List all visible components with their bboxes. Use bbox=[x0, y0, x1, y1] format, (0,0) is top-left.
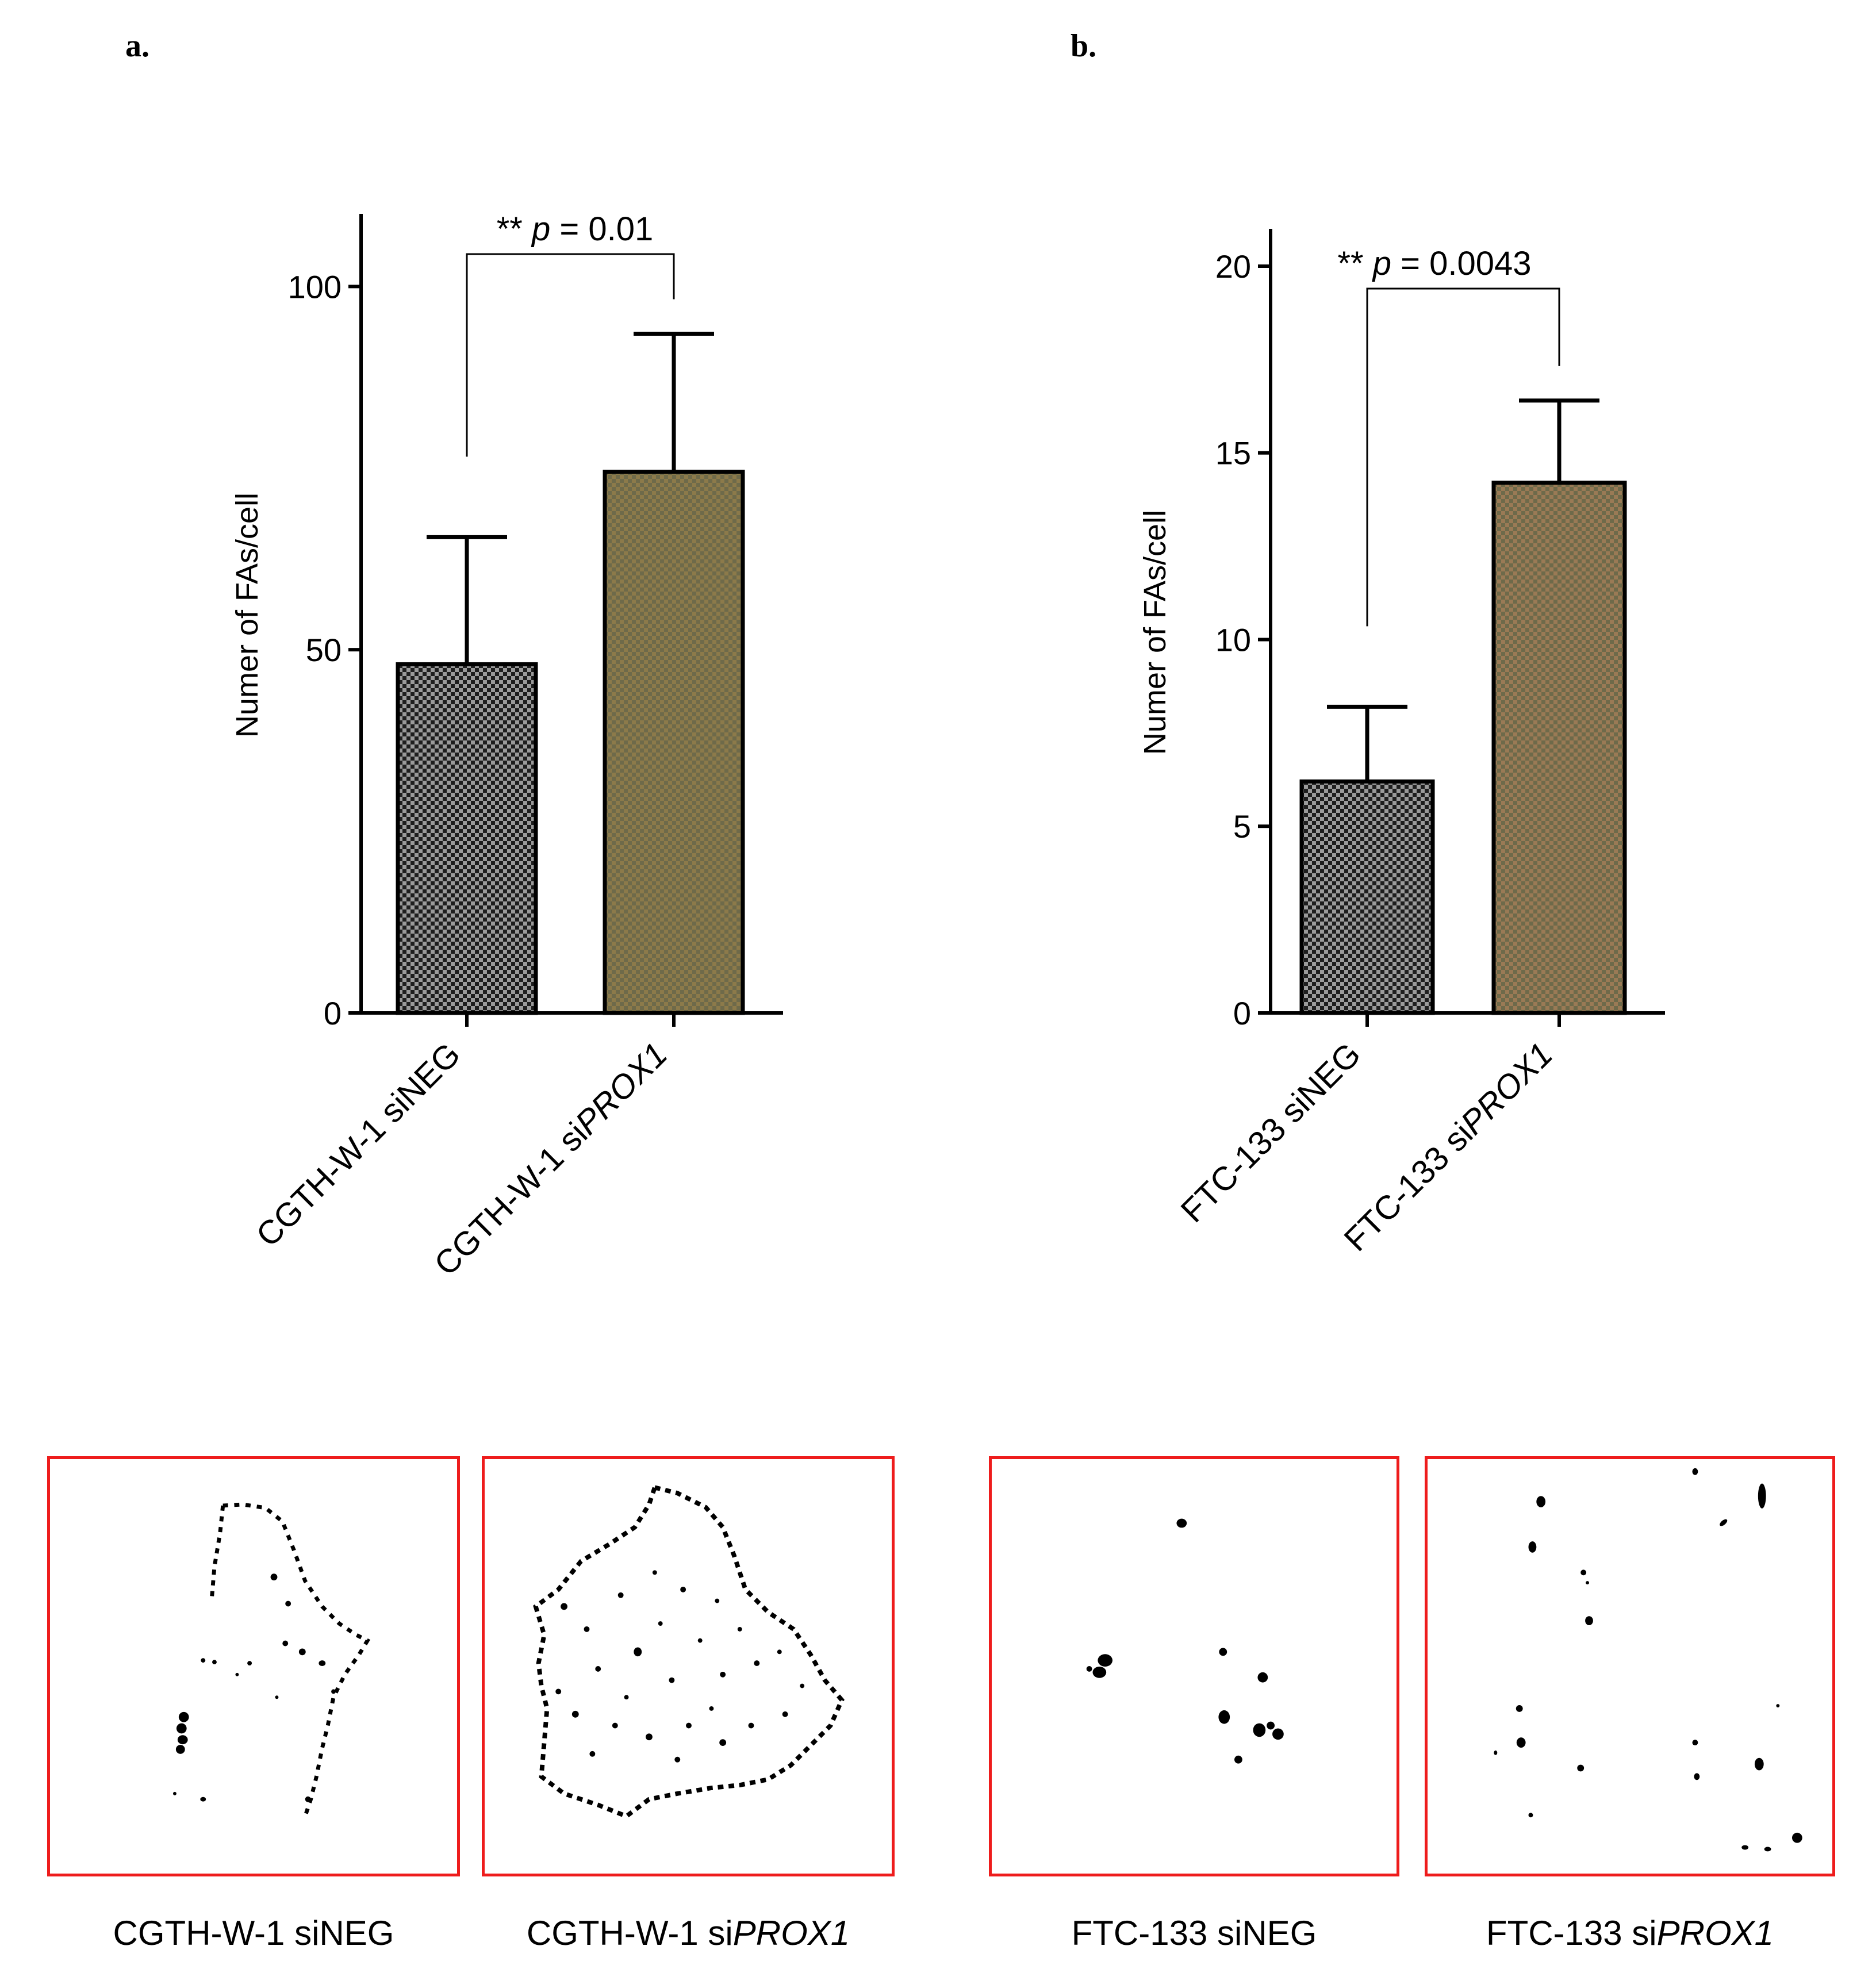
y-tick-label: 15 bbox=[1215, 435, 1251, 471]
y-tick-label: 20 bbox=[1215, 248, 1251, 285]
panel-letter-a: a. bbox=[125, 28, 149, 64]
bar bbox=[603, 470, 745, 1015]
caption-gene: PROX1 bbox=[1656, 1914, 1774, 1952]
focal-adhesion-pattern bbox=[1494, 1468, 1802, 1852]
caption-gene: NEG bbox=[1242, 1914, 1317, 1952]
y-axis-title: Numer of FAs/cell bbox=[1138, 510, 1172, 755]
caption-gene: NEG bbox=[319, 1914, 394, 1952]
micrograph-cgth-siprox1 bbox=[482, 1456, 895, 1876]
caption-ftc-siprox1: FTC-133 siPROX1 bbox=[1425, 1913, 1835, 1953]
y-tick-label: 0 bbox=[324, 995, 342, 1031]
x-category-label: FTC-133 siNEG bbox=[1174, 1035, 1368, 1230]
y-tick-label: 100 bbox=[288, 268, 342, 305]
significance-label: ** p = 0.01 bbox=[497, 210, 654, 248]
focal-adhesion-pattern bbox=[533, 1484, 845, 1819]
caption-prefix: FTC-133 si bbox=[1071, 1914, 1242, 1952]
micrograph-cgth-sineg bbox=[47, 1456, 460, 1876]
x-category-label: CGTH-W-1 siPROX1 bbox=[427, 1035, 674, 1283]
bar bbox=[1299, 779, 1435, 1015]
x-category-label: CGTH-W-1 siNEG bbox=[249, 1035, 467, 1254]
y-tick-label: 50 bbox=[306, 632, 342, 668]
panel-letter-b: b. bbox=[1071, 28, 1097, 64]
y-tick-label: 5 bbox=[1233, 808, 1251, 845]
caption-cgth-siprox1: CGTH-W-1 siPROX1 bbox=[482, 1913, 895, 1953]
caption-ftc-sineg: FTC-133 siNEG bbox=[989, 1913, 1399, 1953]
bar bbox=[1491, 481, 1627, 1015]
focal-adhesion-pattern bbox=[172, 1502, 371, 1817]
micrograph-ftc-siprox1 bbox=[1425, 1456, 1835, 1876]
caption-gene: PROX1 bbox=[732, 1914, 850, 1952]
significance-label: ** p = 0.0043 bbox=[1337, 245, 1531, 282]
significance-bracket bbox=[1366, 287, 1560, 627]
y-axis-title: Numer of FAs/cell bbox=[230, 493, 264, 738]
bar bbox=[396, 662, 538, 1015]
x-category-label: FTC-133 siPROX1 bbox=[1337, 1035, 1560, 1258]
y-tick-label: 10 bbox=[1215, 621, 1251, 658]
y-tick-label: 0 bbox=[1233, 995, 1251, 1031]
focal-adhesion-pattern bbox=[1086, 1518, 1284, 1764]
caption-prefix: CGTH-W-1 si bbox=[113, 1914, 320, 1952]
caption-prefix: CGTH-W-1 si bbox=[526, 1914, 733, 1952]
significance-bracket bbox=[466, 253, 675, 457]
caption-prefix: FTC-133 si bbox=[1486, 1914, 1657, 1952]
micrograph-ftc-sineg bbox=[989, 1456, 1399, 1876]
caption-cgth-sineg: CGTH-W-1 siNEG bbox=[47, 1913, 460, 1953]
